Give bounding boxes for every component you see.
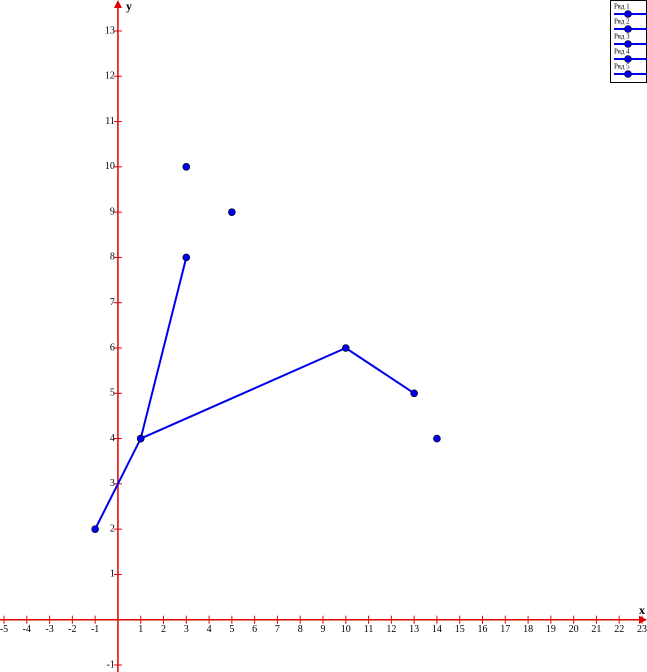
legend-label: Ряд 1 bbox=[614, 3, 630, 11]
x-tick-label: 23 bbox=[637, 624, 647, 635]
legend-label: Ряд 2 bbox=[614, 18, 630, 26]
data-point bbox=[410, 389, 418, 398]
x-tick-label: 18 bbox=[523, 624, 533, 635]
x-tick-label: 6 bbox=[252, 624, 257, 635]
y-tick-label: 13 bbox=[105, 25, 115, 36]
legend-marker bbox=[624, 70, 632, 78]
y-tick-label: 3 bbox=[110, 478, 115, 489]
x-tick-label: -3 bbox=[45, 624, 53, 635]
x-tick-label: 12 bbox=[386, 624, 396, 635]
data-point bbox=[341, 344, 350, 352]
x-tick-label: 1 bbox=[138, 624, 143, 635]
data-point bbox=[182, 163, 191, 171]
y-tick-label: 8 bbox=[110, 252, 115, 263]
legend-marker bbox=[624, 55, 632, 63]
y-tick-label: 2 bbox=[110, 523, 115, 534]
y-tick-label: 11 bbox=[105, 116, 115, 127]
y-tick-label: 7 bbox=[110, 297, 115, 308]
x-tick-label: -4 bbox=[23, 624, 31, 635]
x-tick-label: 3 bbox=[184, 624, 189, 635]
x-tick-label: 21 bbox=[591, 624, 601, 635]
data-point bbox=[433, 434, 441, 443]
y-tick-label: 4 bbox=[110, 433, 115, 444]
legend-label: Ряд 4 bbox=[614, 48, 630, 56]
x-tick-label: 14 bbox=[432, 624, 442, 635]
data-point bbox=[91, 525, 99, 533]
data-point bbox=[136, 434, 145, 443]
data-point bbox=[182, 253, 191, 262]
y-tick-label: 9 bbox=[110, 206, 115, 217]
series-line bbox=[94, 257, 188, 530]
y-tick-label: 5 bbox=[110, 388, 115, 399]
data-point bbox=[228, 208, 236, 216]
legend-marker bbox=[624, 25, 632, 33]
y-tick-label: 12 bbox=[105, 71, 115, 82]
series-line bbox=[140, 346, 415, 440]
x-tick-label: 20 bbox=[569, 624, 579, 635]
x-tick-label: 10 bbox=[341, 624, 351, 635]
x-tick-label: 19 bbox=[546, 624, 556, 635]
legend-label: Ряд 3 bbox=[614, 33, 630, 41]
y-tick-label: -1 bbox=[107, 659, 115, 670]
y-tick-label: 10 bbox=[105, 161, 115, 172]
x-tick-label: 16 bbox=[478, 624, 488, 635]
x-tick-label: 7 bbox=[275, 624, 280, 635]
x-tick-label: -1 bbox=[91, 624, 99, 635]
y-tick-label: 1 bbox=[110, 569, 115, 580]
y-axis-label: y bbox=[126, 0, 132, 13]
legend-marker bbox=[624, 40, 632, 48]
x-tick-label: -5 bbox=[0, 624, 8, 635]
x-tick-label: 15 bbox=[455, 624, 465, 635]
x-tick-label: 8 bbox=[298, 624, 303, 635]
x-tick-label: 4 bbox=[207, 624, 212, 635]
x-tick-label: 2 bbox=[161, 624, 166, 635]
legend-marker bbox=[624, 10, 632, 18]
x-tick-label: 22 bbox=[614, 624, 624, 635]
x-tick-label: 11 bbox=[364, 624, 374, 635]
x-tick-label: 5 bbox=[229, 624, 234, 635]
y-tick-label: 6 bbox=[110, 342, 115, 353]
x-axis-label: x bbox=[639, 603, 645, 617]
legend-label: Ряд 5 bbox=[614, 63, 630, 71]
x-tick-label: 13 bbox=[409, 624, 419, 635]
x-tick-label: 17 bbox=[500, 624, 510, 635]
x-tick-label: 9 bbox=[321, 624, 326, 635]
x-tick-label: -2 bbox=[68, 624, 76, 635]
legend: Ряд 1 Ряд 2 Ряд 3 Ряд 4 Ряд 5 bbox=[610, 0, 647, 83]
x-axis-arrow bbox=[639, 615, 647, 624]
y-axis-arrow bbox=[113, 0, 122, 8]
